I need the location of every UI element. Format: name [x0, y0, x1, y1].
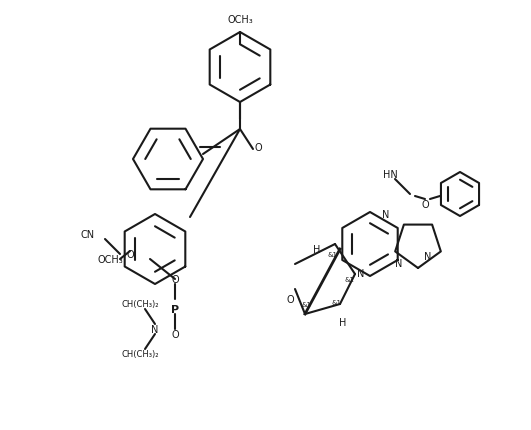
Text: N: N [357, 268, 364, 278]
Text: O: O [126, 249, 134, 259]
Text: CH(CH₃)₂: CH(CH₃)₂ [121, 300, 159, 309]
Text: N: N [395, 258, 402, 269]
Text: P: P [171, 304, 179, 314]
Text: HN: HN [383, 169, 397, 180]
Text: &1: &1 [345, 276, 355, 283]
Text: OCH₃: OCH₃ [97, 255, 123, 264]
Text: &1: &1 [328, 252, 338, 258]
Text: O: O [421, 200, 429, 209]
Text: N: N [151, 324, 159, 334]
Text: CH(CH₃)₂: CH(CH₃)₂ [121, 350, 159, 359]
Text: O: O [286, 294, 294, 304]
Text: N: N [424, 252, 431, 261]
Text: CN: CN [81, 230, 95, 240]
Text: H: H [339, 317, 347, 327]
Text: N: N [382, 209, 390, 219]
Text: &1: &1 [332, 299, 342, 305]
Text: O: O [254, 143, 262, 153]
Text: H: H [313, 244, 321, 255]
Text: OCH₃: OCH₃ [227, 15, 253, 25]
Text: O: O [171, 329, 179, 339]
Text: O: O [171, 274, 179, 284]
Text: &1: &1 [302, 301, 312, 307]
